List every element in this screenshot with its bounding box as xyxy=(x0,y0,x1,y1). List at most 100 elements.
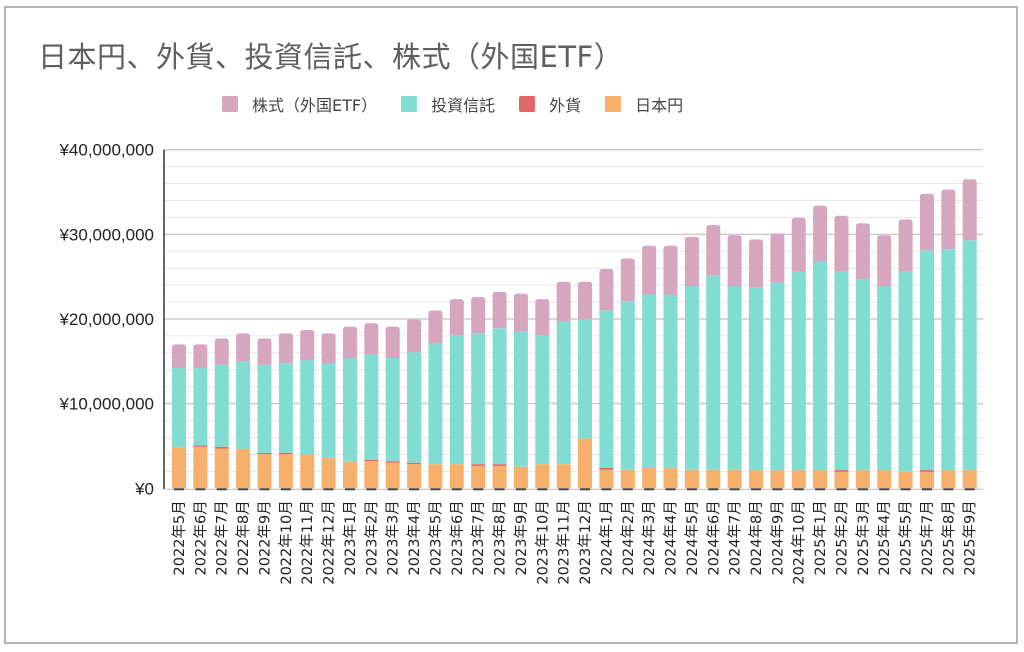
bar-segment[interactable] xyxy=(919,193,934,251)
bar-segment[interactable] xyxy=(813,470,828,489)
bar-stack[interactable] xyxy=(706,225,721,489)
bar-segment[interactable] xyxy=(791,470,806,489)
bar-segment[interactable] xyxy=(535,335,550,465)
bar-segment[interactable] xyxy=(535,299,550,336)
bar-segment[interactable] xyxy=(471,464,486,466)
bar-stack[interactable] xyxy=(513,293,528,489)
bar-segment[interactable] xyxy=(706,225,721,276)
bar-segment[interactable] xyxy=(492,464,507,466)
bar-segment[interactable] xyxy=(364,323,379,355)
bar-segment[interactable] xyxy=(684,236,699,286)
bar-stack[interactable] xyxy=(321,333,336,489)
bar-stack[interactable] xyxy=(855,223,870,489)
bar-segment[interactable] xyxy=(385,462,400,489)
bar-segment[interactable] xyxy=(278,333,293,364)
bar-segment[interactable] xyxy=(193,344,208,369)
legend-item-mutual-funds[interactable]: 投資信託 xyxy=(401,92,495,116)
bar-segment[interactable] xyxy=(578,281,593,320)
bar-segment[interactable] xyxy=(748,470,763,489)
bar-segment[interactable] xyxy=(407,319,422,353)
bar-segment[interactable] xyxy=(748,287,763,471)
bar-segment[interactable] xyxy=(214,364,229,447)
bar-segment[interactable] xyxy=(364,354,379,460)
bar-segment[interactable] xyxy=(342,461,357,489)
bar-segment[interactable] xyxy=(663,245,678,295)
bar-stack[interactable] xyxy=(727,235,742,489)
bar-segment[interactable] xyxy=(492,328,507,465)
bar-segment[interactable] xyxy=(642,245,657,295)
bar-stack[interactable] xyxy=(813,205,828,489)
bar-segment[interactable] xyxy=(962,179,977,241)
bar-segment[interactable] xyxy=(214,448,229,489)
bar-segment[interactable] xyxy=(620,258,635,302)
bar-segment[interactable] xyxy=(300,360,315,455)
bar-segment[interactable] xyxy=(620,469,635,489)
bar-segment[interactable] xyxy=(385,326,400,358)
bar-segment[interactable] xyxy=(813,261,828,471)
bar-segment[interactable] xyxy=(770,233,785,283)
bar-segment[interactable] xyxy=(706,469,721,489)
bar-segment[interactable] xyxy=(492,465,507,489)
bar-segment[interactable] xyxy=(684,285,699,470)
bar-segment[interactable] xyxy=(941,249,956,471)
bar-segment[interactable] xyxy=(919,471,934,489)
bar-stack[interactable] xyxy=(407,319,422,489)
bar-stack[interactable] xyxy=(236,333,251,489)
bar-segment[interactable] xyxy=(364,461,379,489)
bar-segment[interactable] xyxy=(449,335,464,465)
bar-segment[interactable] xyxy=(706,275,721,470)
bar-stack[interactable] xyxy=(364,323,379,489)
legend-item-stocks-etf[interactable]: 株式（外国ETF） xyxy=(222,92,377,116)
bar-segment[interactable] xyxy=(727,469,742,489)
bar-segment[interactable] xyxy=(513,466,528,489)
bar-segment[interactable] xyxy=(877,235,892,286)
bar-segment[interactable] xyxy=(663,294,678,468)
bar-stack[interactable] xyxy=(919,193,934,489)
bar-stack[interactable] xyxy=(278,333,293,489)
bar-segment[interactable] xyxy=(834,271,849,471)
bar-segment[interactable] xyxy=(257,452,272,455)
bar-stack[interactable] xyxy=(791,217,806,489)
bar-segment[interactable] xyxy=(236,333,251,362)
bar-segment[interactable] xyxy=(877,285,892,471)
bar-segment[interactable] xyxy=(855,279,870,471)
bar-segment[interactable] xyxy=(962,240,977,471)
bar-stack[interactable] xyxy=(342,326,357,489)
bar-segment[interactable] xyxy=(193,446,208,489)
bar-segment[interactable] xyxy=(877,470,892,489)
bar-segment[interactable] xyxy=(172,344,186,369)
bar-segment[interactable] xyxy=(919,470,934,472)
bar-segment[interactable] xyxy=(407,464,422,489)
bar-segment[interactable] xyxy=(193,368,208,446)
bar-stack[interactable] xyxy=(898,219,913,489)
bar-segment[interactable] xyxy=(535,464,550,489)
bar-segment[interactable] xyxy=(214,446,229,449)
bar-segment[interactable] xyxy=(919,250,934,471)
bar-stack[interactable] xyxy=(193,344,208,489)
bar-segment[interactable] xyxy=(278,363,293,453)
bar-segment[interactable] xyxy=(278,454,293,489)
bar-segment[interactable] xyxy=(492,291,507,329)
bar-segment[interactable] xyxy=(321,457,336,489)
bar-segment[interactable] xyxy=(471,296,486,334)
bar-segment[interactable] xyxy=(300,330,315,361)
bar-stack[interactable] xyxy=(877,235,892,489)
bar-stack[interactable] xyxy=(428,310,443,489)
bar-segment[interactable] xyxy=(791,271,806,471)
bar-segment[interactable] xyxy=(834,471,849,489)
bar-segment[interactable] xyxy=(257,454,272,489)
bar-segment[interactable] xyxy=(321,333,336,364)
bar-stack[interactable] xyxy=(578,281,593,489)
bar-segment[interactable] xyxy=(599,469,614,489)
bar-segment[interactable] xyxy=(193,445,208,447)
bar-stack[interactable] xyxy=(663,245,678,489)
bar-segment[interactable] xyxy=(855,223,870,280)
bar-segment[interactable] xyxy=(214,338,229,365)
bar-segment[interactable] xyxy=(941,470,956,489)
bar-segment[interactable] xyxy=(172,368,186,448)
bar-segment[interactable] xyxy=(449,299,464,336)
bar-segment[interactable] xyxy=(684,469,699,489)
bar-stack[interactable] xyxy=(748,239,763,489)
bar-stack[interactable] xyxy=(214,338,229,489)
bar-segment[interactable] xyxy=(385,357,400,462)
